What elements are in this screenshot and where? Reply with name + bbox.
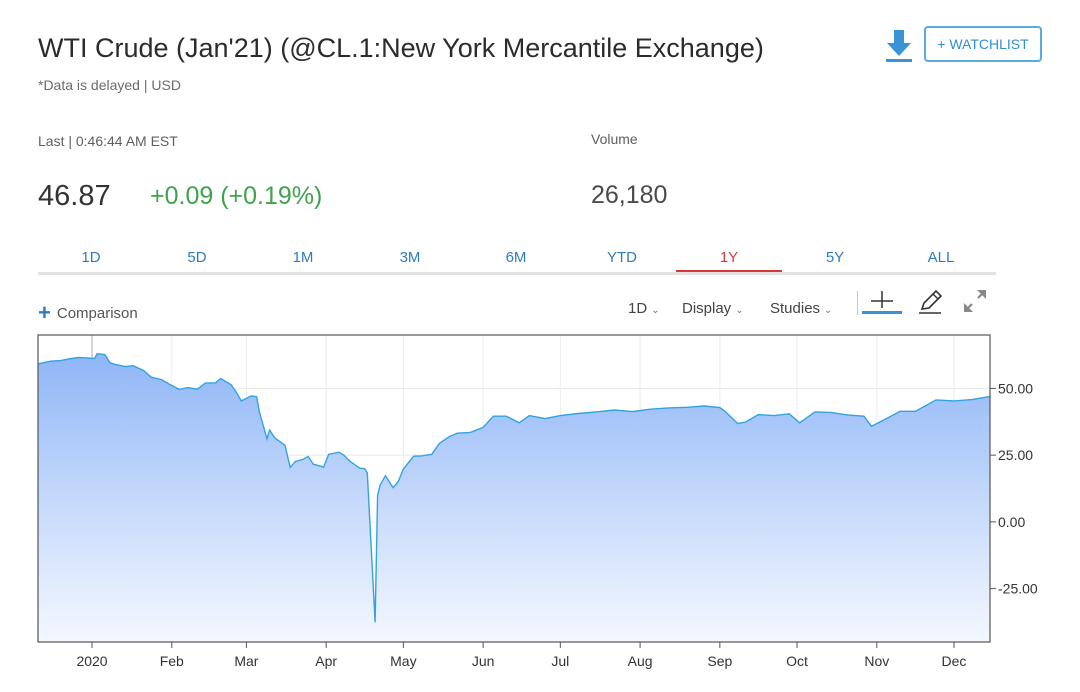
- crosshair-icon[interactable]: [862, 289, 902, 315]
- price-line: [37, 352, 991, 623]
- page-title: WTI Crude (Jan'21) (@CL.1:New York Merca…: [38, 33, 764, 63]
- display-label: Display: [682, 300, 732, 317]
- range-tab-5d[interactable]: 5D: [187, 249, 207, 266]
- pencil-icon[interactable]: [917, 289, 943, 315]
- download-icon[interactable]: [884, 28, 914, 64]
- y-tick-label: 0.00: [998, 514, 1025, 530]
- x-tick-label: 2020: [76, 653, 107, 669]
- chevron-down-icon: ⌄: [824, 305, 833, 316]
- y-tick-label: -25.00: [998, 581, 1038, 597]
- plot-frame: [37, 334, 991, 643]
- range-tab-ytd[interactable]: YTD: [607, 249, 637, 266]
- volume-label: Volume: [591, 131, 638, 147]
- toolbar-divider: [857, 291, 858, 315]
- x-tick-label: Sep: [707, 653, 732, 669]
- x-tick-label: Feb: [160, 653, 184, 669]
- range-tab-all[interactable]: ALL: [927, 249, 955, 266]
- range-tab-1d[interactable]: 1D: [81, 249, 101, 266]
- plus-icon: +: [38, 300, 51, 325]
- chevron-down-icon: ⌄: [735, 305, 744, 316]
- x-tick-label: Jul: [551, 653, 569, 669]
- expand-icon[interactable]: [962, 288, 988, 314]
- interval-dropdown[interactable]: 1D ⌄: [628, 300, 660, 317]
- y-tick-label: 50.00: [998, 380, 1033, 396]
- range-tab-3m[interactable]: 3M: [399, 249, 421, 266]
- watchlist-button[interactable]: + WATCHLIST: [924, 26, 1042, 62]
- range-tab-1m[interactable]: 1M: [292, 249, 314, 266]
- price-change: +0.09 (+0.19%): [150, 182, 323, 210]
- data-delay-note: *Data is delayed | USD: [38, 77, 181, 93]
- interval-label: 1D: [628, 300, 648, 317]
- range-tab-1y[interactable]: 1Y: [676, 243, 782, 272]
- chevron-down-icon: ⌄: [651, 305, 660, 316]
- x-tick-label: Dec: [942, 653, 967, 669]
- y-tick-label: 25.00: [998, 447, 1033, 463]
- price-area: [38, 353, 990, 642]
- range-tab-5y[interactable]: 5Y: [825, 249, 845, 266]
- display-dropdown[interactable]: Display ⌄: [682, 300, 744, 317]
- price-chart[interactable]: 50.00 25.00 0.00 -25.00 2020 Feb Mar Apr May Jun…: [0, 330, 1080, 692]
- studies-dropdown[interactable]: Studies ⌄: [770, 300, 832, 317]
- last-price-label: Last | 0:46:44 AM EST: [38, 133, 178, 149]
- x-tick-label: Mar: [234, 653, 258, 669]
- x-tick-label: Aug: [628, 653, 653, 669]
- comparison-button[interactable]: + Comparison: [38, 300, 138, 326]
- last-price: 46.87: [38, 180, 111, 212]
- x-tick-label: Nov: [864, 653, 889, 669]
- x-tick-label: May: [390, 653, 416, 669]
- range-tabs: 1D 5D 1M 3M 6M YTD 1Y 5Y ALL: [38, 243, 996, 275]
- studies-label: Studies: [770, 300, 821, 317]
- range-tab-6m[interactable]: 6M: [505, 249, 527, 266]
- volume-value: 26,180: [591, 181, 668, 209]
- x-tick-label: Jun: [472, 653, 495, 669]
- x-tick-label: Oct: [786, 653, 808, 669]
- comparison-label: Comparison: [56, 305, 138, 322]
- x-tick-label: Apr: [315, 653, 337, 669]
